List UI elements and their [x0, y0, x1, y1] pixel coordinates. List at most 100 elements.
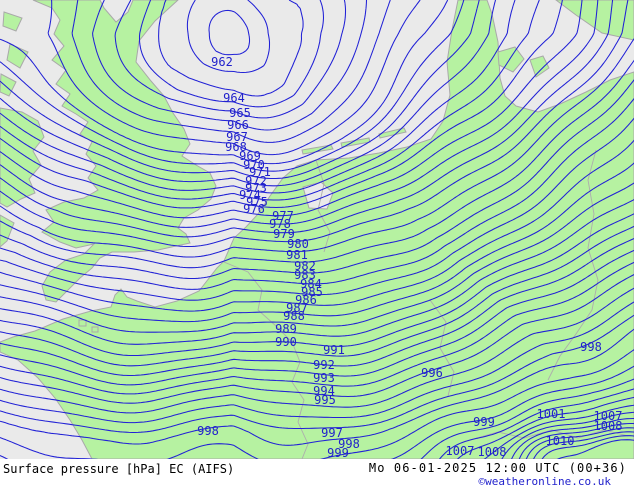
- isobar-value-label: 1001: [537, 407, 566, 421]
- isobar-line: [541, 435, 634, 459]
- land-polygon: [529, 55, 550, 78]
- isobar-line: [0, 0, 563, 209]
- isobar-line: [0, 59, 634, 269]
- isobar-value-label: 982: [294, 259, 316, 273]
- isobar-value-label: 989: [275, 322, 297, 336]
- isobar-line: [0, 79, 634, 280]
- isobar-line: [0, 213, 634, 357]
- isobar-line: [501, 411, 634, 459]
- isobar-value-label: 980: [287, 237, 309, 251]
- country-border: [315, 159, 331, 253]
- isobar-line: [0, 0, 614, 238]
- isobar-value-label: 996: [421, 366, 443, 380]
- isobar-value-label: 998: [338, 437, 360, 451]
- isobar-value-label: 967: [226, 130, 248, 144]
- isobar-line: [0, 182, 634, 333]
- isobar-line: [0, 162, 634, 323]
- isobar-line: [71, 0, 391, 143]
- isobar-value-label: 970: [243, 158, 265, 172]
- isobar-value-label: 995: [314, 393, 336, 407]
- isobar-line: [0, 37, 634, 258]
- isobar-value-label: 974: [239, 188, 261, 202]
- isobar-line: [0, 365, 634, 459]
- isobar-line: [533, 431, 634, 459]
- isobar-line: [0, 0, 480, 180]
- isobar-line: [511, 417, 634, 459]
- isobar-line: [0, 0, 583, 219]
- isobar-line: [0, 287, 634, 414]
- isobar-value-label: 1010: [546, 434, 575, 448]
- isobar-line: [0, 274, 634, 404]
- isobar-line: [0, 0, 599, 228]
- isobar-value-label: 966: [227, 118, 249, 132]
- land-polygon: [6, 43, 29, 69]
- isobar-value-label: 964: [223, 91, 245, 105]
- isobar-value-label: 978: [269, 217, 291, 231]
- isobar-line: [483, 404, 634, 459]
- isobar-value-label: 985: [301, 285, 323, 299]
- isobar-line: [208, 9, 251, 56]
- isobar-line: [0, 0, 516, 194]
- land-polygon: [555, 0, 634, 41]
- copyright-link[interactable]: ©weatheronline.co.uk: [478, 475, 611, 488]
- isobar-line: [114, 0, 347, 119]
- country-border: [429, 299, 455, 397]
- isobar-line: [0, 199, 634, 345]
- isobar-line: [0, 0, 449, 165]
- map-title-label: Surface pressure [hPa] EC (AIFS): [3, 462, 235, 476]
- isobar-line: [0, 349, 634, 459]
- isobar-line: [0, 97, 634, 290]
- isobar-value-label: 984: [300, 277, 322, 291]
- land-polygon: [0, 73, 17, 97]
- isobar-value-label: 994: [313, 384, 335, 398]
- isobar-value-label: 990: [275, 335, 297, 349]
- isobar-line: [92, 0, 368, 131]
- isobar-value-label: 972: [245, 174, 267, 188]
- isobar-value-label: 993: [313, 371, 335, 385]
- isobar-value-label: 1008: [594, 419, 623, 433]
- isobar-line: [518, 422, 634, 459]
- isobar-line: [186, 0, 271, 74]
- isobar-value-label: 991: [323, 343, 345, 357]
- isobar-value-label: 1008: [478, 445, 507, 459]
- isobar-value-label: 998: [580, 340, 602, 354]
- isobar-value-label: 998: [197, 424, 219, 438]
- land-polygon: [91, 326, 99, 333]
- status-bar: Surface pressure [hPa] EC (AIFS) Mo 06-0…: [0, 459, 634, 490]
- isobar-value-label: 987: [286, 301, 308, 315]
- isobar-value-label: 983: [294, 268, 316, 282]
- land-polygon: [78, 319, 87, 327]
- land-polygon: [497, 46, 525, 73]
- isobar-value-label: 969: [239, 149, 261, 163]
- isobar-value-label: 986: [295, 293, 317, 307]
- isobar-line: [47, 0, 421, 156]
- map-datetime-label: Mo 06-01-2025 12:00 UTC (00+36): [368, 461, 627, 475]
- isobar-line: [0, 301, 634, 424]
- isobar-layer: [0, 0, 634, 459]
- isobar-value-label: 992: [313, 358, 335, 372]
- isobar-line: [0, 0, 540, 201]
- isobar-value-label: 977: [272, 209, 294, 223]
- isobar-label-layer: 9629649659669679689699709719729739749759…: [197, 55, 622, 459]
- isobar-line: [0, 0, 465, 172]
- isobar-value-label: 965: [229, 106, 251, 120]
- isobar-line: [0, 0, 497, 187]
- isobar-line: [158, 0, 304, 97]
- land-polygon: [0, 107, 45, 208]
- isobar-line: [0, 117, 634, 301]
- isobar-line: [0, 139, 634, 312]
- land-polygon: [2, 11, 23, 32]
- isobar-line: [456, 396, 634, 459]
- isobar-line: [420, 378, 634, 459]
- isobar-line: [525, 427, 634, 459]
- isobar-value-label: 1007: [446, 444, 475, 458]
- isobar-line: [556, 439, 634, 459]
- isobar-line: [0, 314, 634, 434]
- isobar-value-label: 976: [243, 202, 265, 216]
- isobar-line: [0, 0, 629, 248]
- isobar-value-label: 981: [286, 248, 308, 262]
- isobar-value-label: 988: [283, 309, 305, 323]
- isobar-line: [138, 0, 325, 108]
- isobar-line: [438, 388, 634, 459]
